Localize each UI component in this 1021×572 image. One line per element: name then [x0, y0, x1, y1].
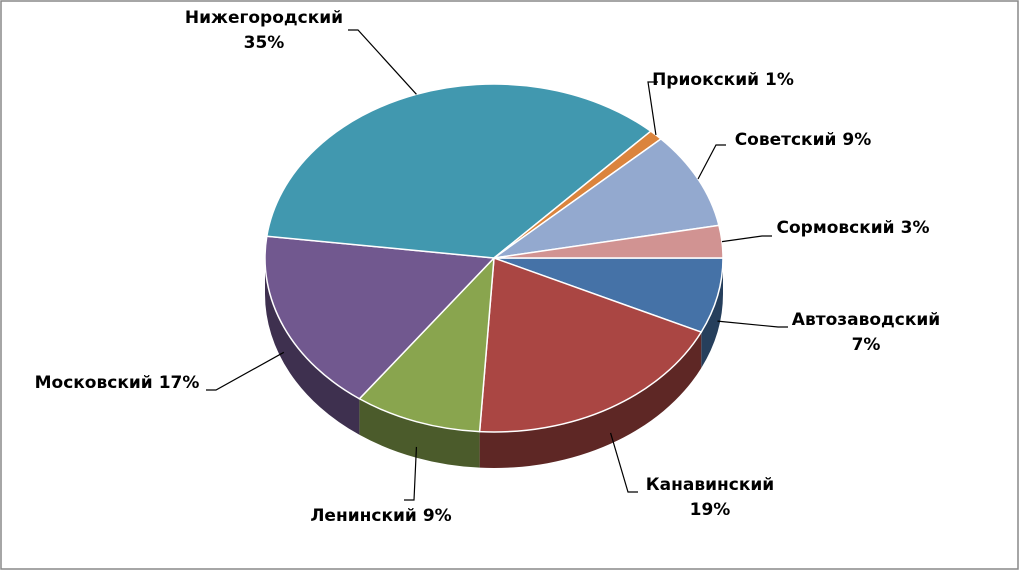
data-label: Канавинский 19% [646, 475, 774, 520]
slice-side [265, 258, 360, 435]
slice [358, 255, 495, 433]
label-value: 7% [852, 335, 881, 355]
label-value: 35% [244, 33, 285, 53]
leader-line [721, 235, 772, 243]
data-label: Советский 9% [735, 130, 872, 150]
data-label: Московский 17% [35, 373, 200, 393]
leader-line [609, 432, 638, 493]
slice-side [359, 398, 480, 468]
label-value: 3% [901, 218, 930, 238]
label-name: Московский [35, 373, 153, 393]
label-name: Ленинский [310, 506, 417, 526]
slice [264, 235, 496, 400]
leader-line [717, 320, 788, 328]
data-label: Нижегородский 35% [185, 8, 343, 53]
slice-side [479, 332, 702, 468]
label-value: 9% [423, 506, 452, 526]
slice [478, 256, 703, 433]
slice [493, 137, 720, 259]
label-name: Канавинский [646, 475, 774, 495]
data-label: Приокский 1% [652, 70, 794, 90]
label-value: 1% [765, 70, 794, 90]
data-label: Сормовский 3% [777, 218, 930, 238]
label-value: 9% [842, 130, 871, 150]
label-value: 17% [159, 373, 200, 393]
data-label: Автозаводский 7% [792, 310, 940, 355]
leader-line [348, 29, 417, 95]
leader-line [206, 351, 285, 391]
label-name: Автозаводский [792, 310, 940, 330]
data-label: Ленинский 9% [310, 506, 451, 526]
label-value: 19% [690, 500, 731, 520]
label-name: Приокский [652, 70, 759, 90]
label-name: Сормовский [777, 218, 895, 238]
leader-line [697, 144, 726, 180]
label-name: Нижегородский [185, 8, 343, 28]
leader-line [647, 81, 658, 136]
label-name: Советский [735, 130, 837, 150]
leader-line [404, 446, 418, 501]
